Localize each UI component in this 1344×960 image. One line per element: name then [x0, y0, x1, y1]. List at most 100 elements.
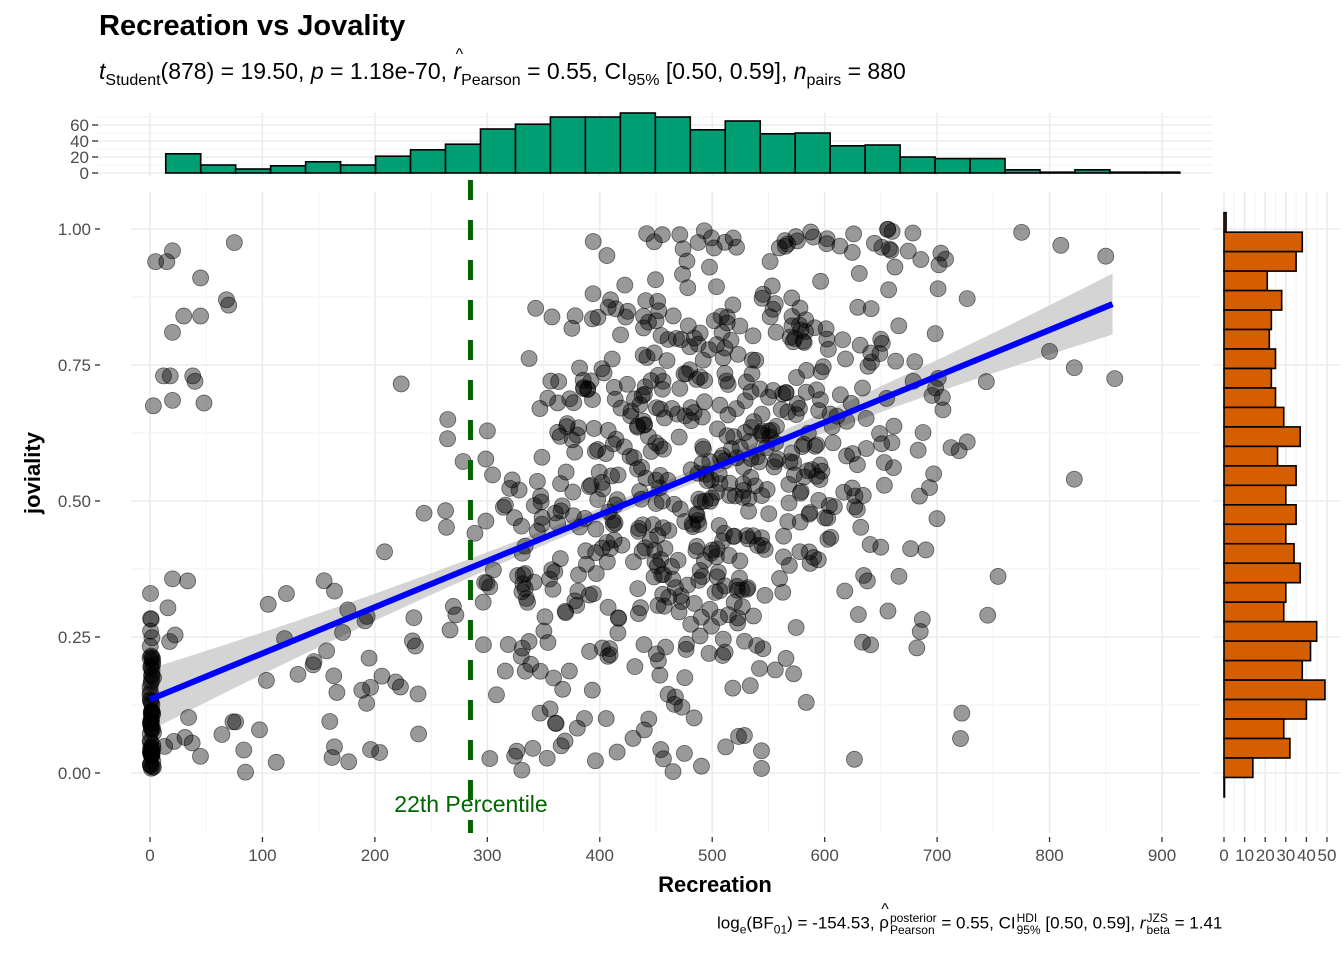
top-hist-bar: [969, 157, 1006, 174]
data-point: [729, 614, 747, 632]
data-point: [516, 662, 534, 680]
data-point: [751, 660, 768, 677]
data-point: [186, 372, 204, 390]
top-hist-bar: [199, 164, 237, 174]
rho-label: ρ: [879, 901, 889, 933]
data-point: [696, 372, 714, 389]
data-point: [952, 730, 969, 747]
data-point: [831, 386, 849, 404]
r-sub: beta: [1146, 923, 1170, 937]
data-point: [861, 536, 879, 553]
data-point: [488, 686, 505, 704]
data-point: [709, 420, 726, 438]
data-point: [143, 629, 161, 647]
data-point: [714, 647, 732, 664]
right-hist-bar: [1223, 289, 1283, 311]
data-point: [694, 438, 712, 456]
data-point: [539, 634, 557, 651]
top-hist-bar: [234, 168, 272, 174]
data-point: [192, 747, 209, 765]
data-point: [760, 505, 778, 523]
x-tick-label: 600: [810, 846, 838, 865]
data-point: [791, 484, 809, 502]
data-point: [689, 234, 707, 251]
data-point: [305, 653, 323, 671]
data-point: [533, 448, 551, 466]
data-point: [797, 694, 815, 711]
top-hist-bar: [584, 116, 622, 174]
data-point: [694, 351, 712, 369]
top-hist-bar: [1039, 171, 1076, 174]
data-point: [808, 381, 825, 399]
data-point: [769, 450, 787, 468]
data-point: [735, 458, 753, 476]
data-point: [785, 665, 803, 683]
data-point: [664, 307, 682, 325]
data-point: [326, 582, 343, 600]
top-hist-bar: [514, 123, 552, 174]
data-point: [251, 721, 268, 739]
chart-subtitle: tStudent(878) = 19.50, p = 1.18e-70, rPe…: [99, 46, 906, 90]
data-point: [671, 380, 689, 397]
chart-caption: loge(BF01) = -154.53, ρposteriorPearson …: [717, 901, 1222, 937]
data-point: [776, 232, 794, 250]
data-point: [631, 396, 649, 414]
data-point: [718, 427, 736, 445]
data-point: [657, 638, 674, 656]
data-point: [822, 528, 840, 546]
top-hist-bar: [1144, 171, 1181, 174]
data-point: [143, 746, 160, 764]
data-point: [845, 225, 863, 243]
data-point: [466, 524, 484, 542]
percentile-label: 22th Percentile: [394, 791, 547, 817]
data-point: [882, 242, 900, 259]
data-point: [601, 540, 619, 557]
data-point: [819, 530, 837, 548]
ci-value: [0.50, 0.59],: [1045, 913, 1136, 933]
right-hist-bar: [1223, 270, 1269, 292]
data-point: [142, 712, 160, 730]
data-point: [533, 508, 551, 526]
data-point: [754, 426, 771, 444]
data-point: [742, 469, 760, 486]
data-point: [673, 698, 691, 716]
x-tick-label: 0: [145, 846, 154, 865]
data-point: [557, 463, 575, 481]
data-point: [164, 242, 181, 260]
data-point: [407, 637, 424, 655]
data-point: [622, 402, 640, 420]
data-point: [817, 320, 835, 338]
data-point: [685, 709, 703, 727]
data-point: [849, 298, 867, 316]
top-hist-bar: [444, 143, 482, 174]
data-point: [612, 326, 629, 344]
top-hist-bar: [304, 161, 342, 174]
right-hist-bar: [1223, 601, 1285, 623]
data-point: [664, 570, 682, 588]
data-point: [818, 235, 836, 253]
data-point: [682, 412, 700, 430]
data-point: [834, 331, 852, 349]
data-point: [774, 583, 792, 601]
data-point: [586, 442, 604, 460]
data-point: [543, 308, 561, 326]
data-point: [725, 528, 743, 545]
x-tick-label: 900: [1148, 846, 1176, 865]
data-point: [622, 407, 640, 425]
right-hist-bar: [1223, 231, 1304, 253]
data-point: [818, 230, 836, 248]
data-point: [875, 476, 893, 494]
data-point: [528, 472, 546, 490]
data-point: [787, 228, 805, 246]
top-hist-bar: [619, 112, 657, 174]
right-hist-bar: [1223, 211, 1227, 233]
data-point: [838, 447, 855, 465]
data-point: [767, 323, 785, 341]
data-point: [678, 252, 696, 270]
data-point: [142, 610, 160, 627]
data-point: [183, 734, 201, 752]
data-point: [546, 504, 564, 522]
data-point: [798, 362, 815, 379]
x-tick-label: 100: [248, 846, 276, 865]
data-point: [481, 750, 499, 767]
